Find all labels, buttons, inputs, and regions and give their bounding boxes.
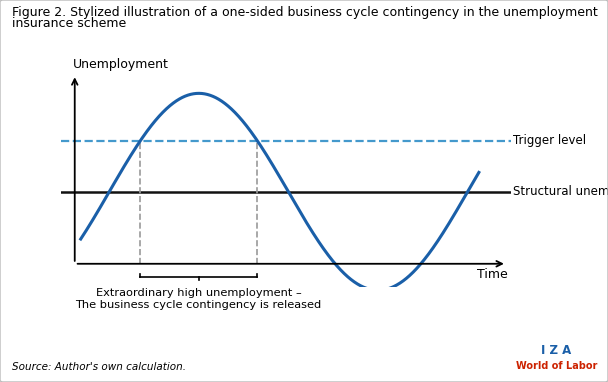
Text: insurance scheme: insurance scheme bbox=[12, 17, 126, 30]
Text: Figure 2. Stylized illustration of a one-sided business cycle contingency in the: Figure 2. Stylized illustration of a one… bbox=[12, 6, 598, 19]
Text: Unemployment: Unemployment bbox=[73, 58, 168, 71]
Text: Trigger level: Trigger level bbox=[513, 134, 586, 147]
Text: Extraordinary high unemployment –
The business cycle contingency is released: Extraordinary high unemployment – The bu… bbox=[75, 288, 322, 310]
Text: World of Labor: World of Labor bbox=[516, 361, 597, 371]
Text: Structural unemployment: Structural unemployment bbox=[513, 185, 608, 198]
Text: Source: Author's own calculation.: Source: Author's own calculation. bbox=[12, 363, 186, 372]
Text: Time: Time bbox=[477, 267, 508, 280]
Text: I Z A: I Z A bbox=[541, 344, 572, 357]
